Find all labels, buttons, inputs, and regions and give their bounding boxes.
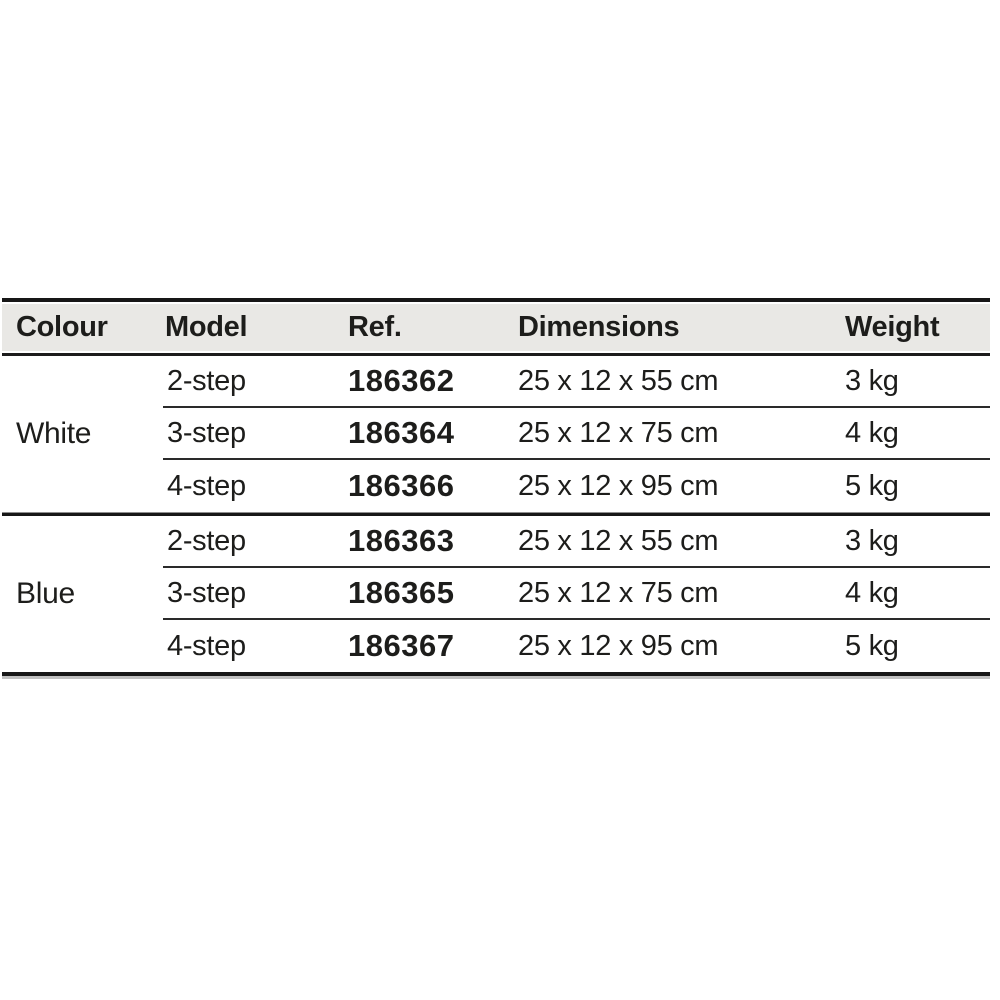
ref-value: 186364 bbox=[348, 415, 455, 450]
table-top-rule bbox=[2, 298, 990, 302]
colour-value: Blue bbox=[16, 577, 75, 610]
dimensions-value: 25 x 12 x 75 cm bbox=[518, 416, 719, 449]
table-bottom-rule bbox=[2, 672, 990, 676]
model-value: 4-step bbox=[167, 469, 246, 502]
table-group-white: White 2-step 186362 25 x 12 x 55 cm 3 kg… bbox=[2, 356, 990, 512]
dimensions-value: 25 x 12 x 95 cm bbox=[518, 469, 719, 502]
weight-value: 4 kg bbox=[845, 416, 899, 449]
product-spec-table: Colour Model Ref. Dimensions Weight Whit… bbox=[2, 298, 990, 676]
dimensions-value: 25 x 12 x 95 cm bbox=[518, 629, 719, 662]
header-ref: Ref. bbox=[348, 311, 402, 343]
dimensions-value: 25 x 12 x 55 cm bbox=[518, 364, 719, 397]
weight-value: 3 kg bbox=[845, 524, 899, 557]
ref-value: 186365 bbox=[348, 575, 455, 610]
model-value: 3-step bbox=[167, 416, 246, 449]
weight-value: 3 kg bbox=[845, 364, 899, 397]
dimensions-value: 25 x 12 x 75 cm bbox=[518, 576, 719, 609]
table-row: 2-step 186363 25 x 12 x 55 cm 3 kg bbox=[163, 516, 990, 568]
weight-value: 5 kg bbox=[845, 629, 899, 662]
header-colour: Colour bbox=[16, 311, 108, 343]
model-value: 2-step bbox=[167, 524, 246, 557]
header-dimensions: Dimensions bbox=[518, 311, 680, 343]
ref-value: 186362 bbox=[348, 363, 455, 398]
table-row: 4-step 186366 25 x 12 x 95 cm 5 kg bbox=[163, 460, 990, 512]
weight-value: 4 kg bbox=[845, 576, 899, 609]
table-row: 3-step 186365 25 x 12 x 75 cm 4 kg bbox=[163, 568, 990, 620]
ref-value: 186363 bbox=[348, 523, 455, 558]
ref-value: 186367 bbox=[348, 628, 455, 663]
weight-value: 5 kg bbox=[845, 469, 899, 502]
model-value: 4-step bbox=[167, 629, 246, 662]
group-separator-rule bbox=[2, 512, 990, 516]
ref-value: 186366 bbox=[348, 468, 455, 503]
header-bottom-rule bbox=[2, 353, 990, 356]
header-weight: Weight bbox=[845, 311, 940, 343]
table-header-row: Colour Model Ref. Dimensions Weight bbox=[2, 304, 990, 351]
table-row: 2-step 186362 25 x 12 x 55 cm 3 kg bbox=[163, 356, 990, 408]
table-row: 3-step 186364 25 x 12 x 75 cm 4 kg bbox=[163, 408, 990, 460]
table-group-blue: Blue 2-step 186363 25 x 12 x 55 cm 3 kg … bbox=[2, 516, 990, 672]
colour-value: White bbox=[16, 417, 92, 450]
model-value: 3-step bbox=[167, 576, 246, 609]
dimensions-value: 25 x 12 x 55 cm bbox=[518, 524, 719, 557]
model-value: 2-step bbox=[167, 364, 246, 397]
table-row: 4-step 186367 25 x 12 x 95 cm 5 kg bbox=[163, 620, 990, 672]
header-model: Model bbox=[165, 311, 248, 343]
